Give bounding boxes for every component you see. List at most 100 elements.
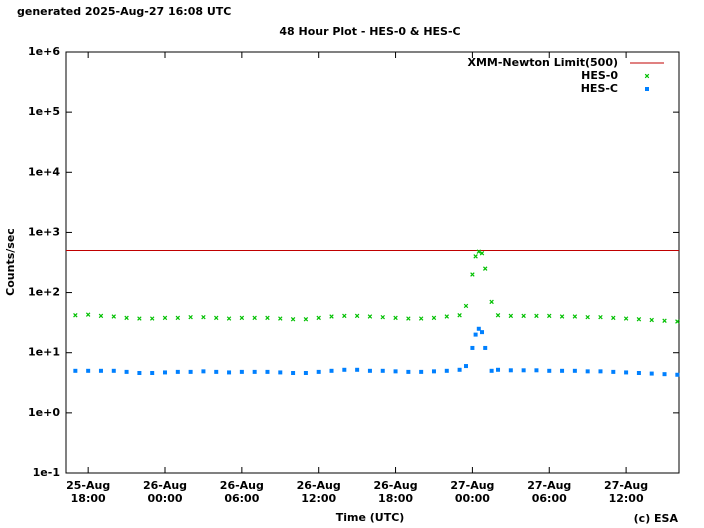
data-point (476, 249, 482, 254)
y-tick-label: 1e-1 (33, 466, 60, 479)
data-point (431, 369, 436, 374)
data-point (201, 369, 206, 374)
legend-label: HES-C (581, 82, 618, 95)
data-point (137, 316, 142, 321)
data-point (265, 315, 270, 321)
x-tick-label: 26-Aug 06:00 (220, 479, 264, 505)
data-point (252, 315, 257, 321)
data-point (354, 313, 360, 319)
data-point (521, 313, 526, 319)
data-point (463, 364, 468, 369)
data-point (380, 314, 385, 320)
y-tick-label: 1e+2 (28, 286, 60, 299)
data-point (675, 319, 680, 324)
data-point (534, 368, 539, 373)
data-point (355, 367, 360, 372)
x-tick-label: 27-Aug 06:00 (527, 479, 571, 505)
y-tick-label: 1e+6 (28, 45, 60, 58)
data-point (480, 330, 485, 335)
data-point (476, 326, 481, 331)
data-point (636, 370, 641, 375)
x-tick-label: 27-Aug 00:00 (450, 479, 494, 505)
data-point (482, 266, 488, 271)
data-point (175, 369, 180, 374)
data-point (463, 303, 469, 309)
data-point (86, 368, 91, 373)
data-point (162, 315, 168, 321)
data-point (124, 369, 129, 374)
data-point (226, 316, 232, 321)
data-point (649, 317, 654, 323)
data-point (329, 368, 334, 373)
data-point (418, 316, 424, 321)
x-tick-label: 27-Aug 12:00 (604, 479, 648, 505)
data-point (291, 370, 296, 375)
x-tick-label: 26-Aug 18:00 (374, 479, 418, 505)
data-point (431, 315, 437, 321)
data-point (585, 369, 590, 374)
data-point (611, 369, 616, 374)
data-point (473, 332, 478, 337)
data-point (675, 372, 680, 377)
data-point (457, 367, 462, 372)
data-point (290, 317, 296, 322)
data-point (406, 316, 411, 321)
data-point (188, 314, 193, 320)
data-point (611, 315, 616, 321)
data-point (623, 316, 629, 321)
data-point (473, 254, 478, 259)
data-point (534, 313, 539, 319)
data-point (342, 367, 347, 372)
data-point (457, 313, 462, 318)
legend-label: XMM-Newton Limit(500) (467, 56, 618, 69)
data-point (150, 370, 155, 375)
data-point (636, 317, 642, 322)
data-point (265, 369, 270, 374)
data-point (495, 313, 501, 318)
data-point (188, 369, 193, 374)
data-point (489, 368, 494, 373)
data-point (598, 314, 603, 320)
data-point (649, 371, 654, 376)
data-point (479, 251, 485, 256)
data-point (624, 370, 629, 375)
data-point (73, 368, 78, 373)
data-point (393, 315, 398, 321)
x-tick-label: 25-Aug 18:00 (66, 479, 110, 505)
data-point (149, 316, 155, 321)
data-point (239, 315, 245, 321)
data-point (572, 368, 577, 373)
data-point (252, 369, 257, 374)
data-point (278, 370, 283, 375)
data-point (163, 370, 168, 375)
legend-label: HES-0 (581, 69, 618, 82)
plot-frame (65, 51, 680, 474)
data-point (521, 368, 526, 373)
x-tick-label: 26-Aug 00:00 (143, 479, 187, 505)
legend-swatch (645, 87, 649, 91)
data-point (406, 369, 411, 374)
data-point (214, 315, 219, 321)
y-tick-label: 1e+4 (28, 165, 60, 178)
data-point (201, 314, 206, 320)
data-point (111, 314, 116, 319)
data-point (470, 345, 475, 350)
data-point (303, 317, 309, 322)
data-point (496, 367, 501, 372)
data-point (98, 368, 103, 373)
y-axis-label: Counts/sec (4, 228, 17, 296)
data-point (598, 369, 603, 374)
data-point (98, 313, 104, 319)
data-point (342, 313, 347, 319)
data-point (444, 314, 450, 319)
data-point (367, 368, 372, 373)
y-tick-label: 1e+3 (28, 225, 60, 238)
data-point (483, 345, 488, 350)
data-point (367, 314, 373, 319)
data-point (572, 314, 578, 319)
y-tick-label: 1e+0 (28, 406, 60, 419)
data-point (547, 313, 552, 319)
data-point (316, 369, 321, 374)
data-point (239, 369, 244, 374)
